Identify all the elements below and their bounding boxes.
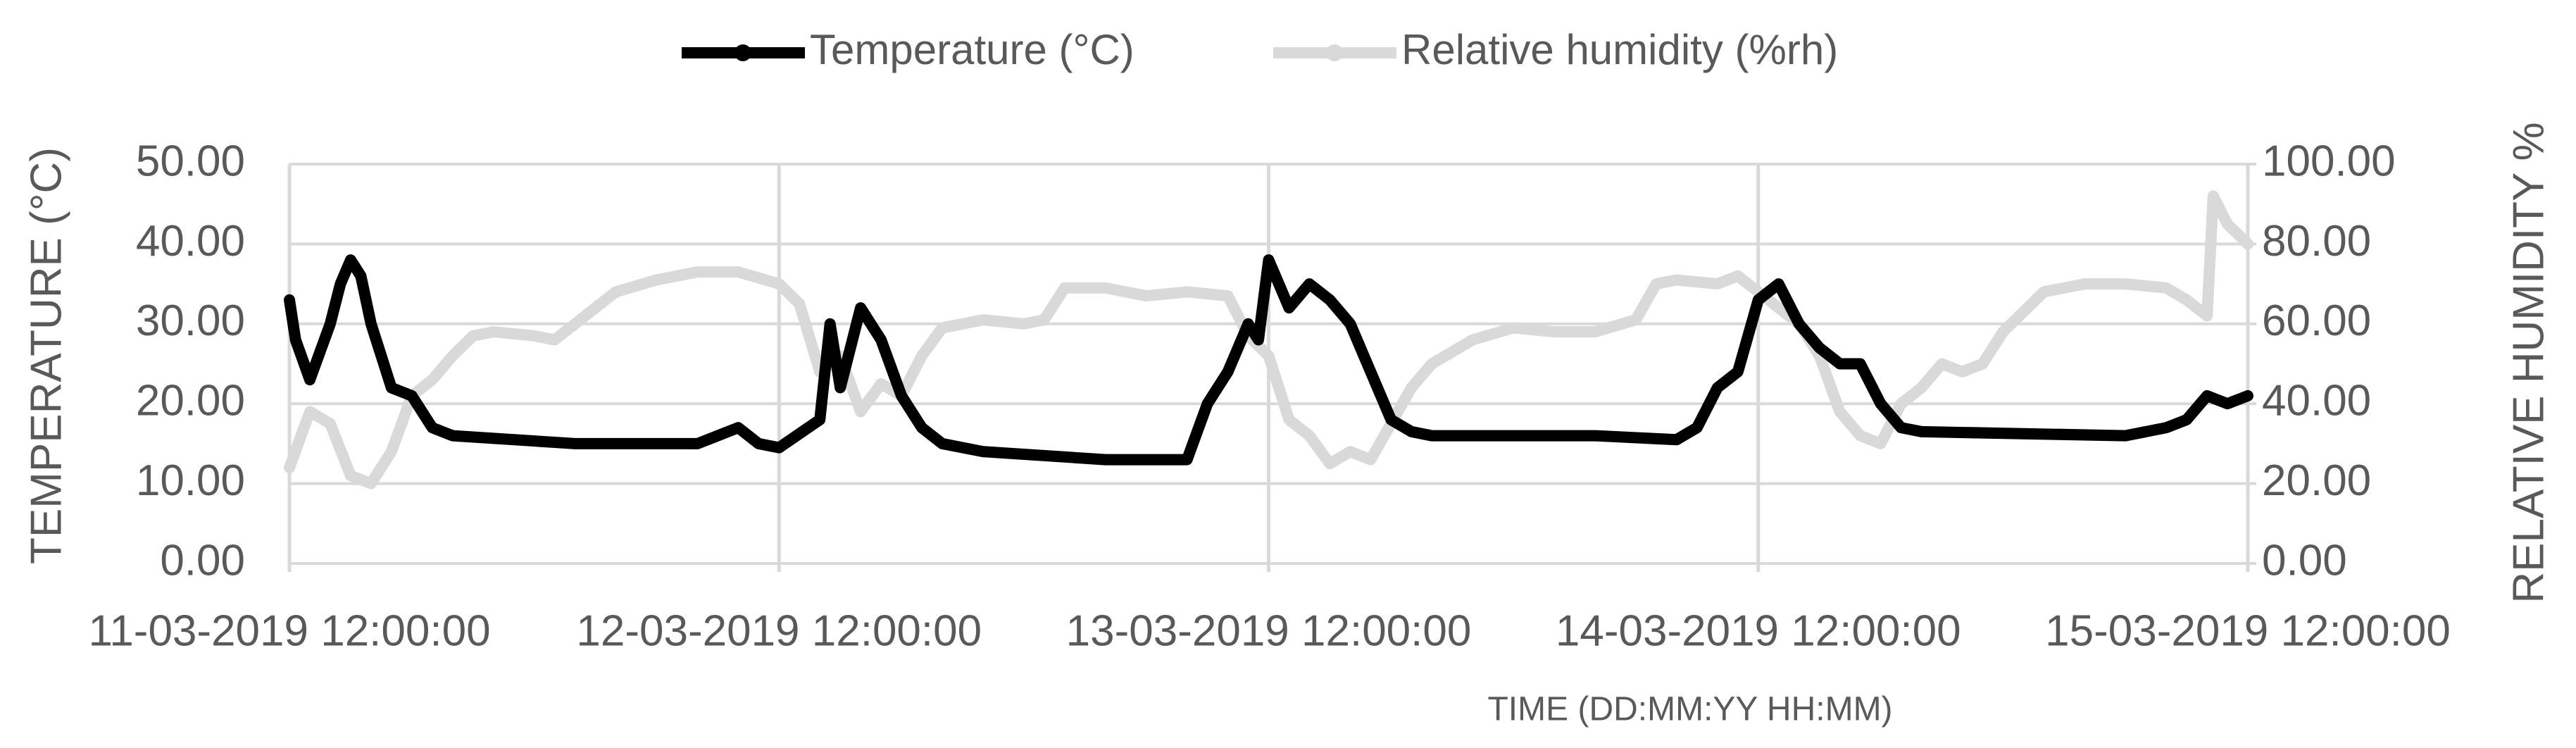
y-axis-title: TEMPERATURE (°C) <box>22 147 70 564</box>
x-tick-label: 15-03-2019 12:00:00 <box>2045 606 2451 655</box>
y-tick-label: 50.00 <box>136 137 245 185</box>
y2-tick-label: 60.00 <box>2262 297 2371 345</box>
x-axis-title: TIME (DD:MM:YY HH:MM) <box>1487 691 1892 728</box>
y-tick-label: 30.00 <box>136 297 245 345</box>
y2-axis-title: RELATIVE HUMIDITY % <box>2504 122 2553 603</box>
legend-marker <box>734 44 751 61</box>
y-tick-label: 40.00 <box>136 217 245 266</box>
legend-marker <box>1326 44 1343 61</box>
data-line <box>284 190 2253 490</box>
x-tick-label: 13-03-2019 12:00:00 <box>1066 606 1472 655</box>
y-tick-label: 20.00 <box>136 377 245 425</box>
x-tick-label: 12-03-2019 12:00:00 <box>576 606 982 655</box>
y2-tick-label: 0.00 <box>2262 536 2347 585</box>
y2-tick-label: 20.00 <box>2262 456 2371 505</box>
legend-label: Relative humidity (%rh) <box>1401 26 1838 73</box>
x-tick-label: 14-03-2019 12:00:00 <box>1556 606 1961 655</box>
y2-tick-label: 40.00 <box>2262 377 2371 425</box>
data-line <box>284 254 2253 466</box>
y-tick-label: 10.00 <box>136 456 245 505</box>
x-tick-label: 11-03-2019 12:00:00 <box>88 606 490 655</box>
y2-tick-label: 80.00 <box>2262 217 2371 266</box>
legend-label: Temperature (°C) <box>810 26 1134 73</box>
y-tick-label: 0.00 <box>160 536 245 585</box>
y2-tick-label: 100.00 <box>2262 137 2396 185</box>
